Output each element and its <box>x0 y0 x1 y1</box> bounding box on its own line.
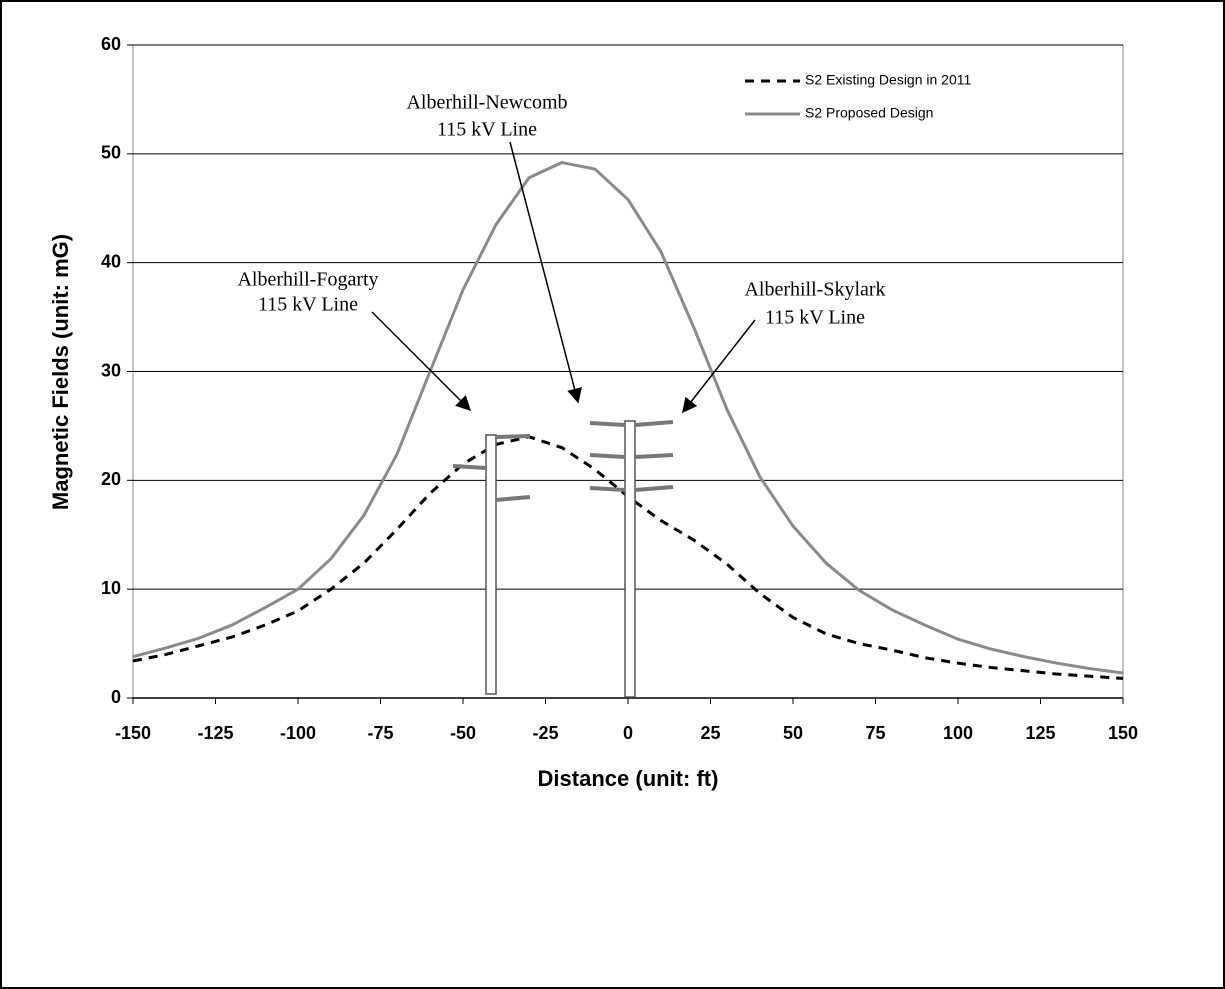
annotation: Alberhill-Fogarty <box>237 269 378 291</box>
y-tick-label: 40 <box>101 251 121 271</box>
x-tick-label: 0 <box>623 723 633 743</box>
x-tick-label: 75 <box>865 723 885 743</box>
y-tick-label: 10 <box>101 578 121 598</box>
annotation-arrows <box>371 141 756 414</box>
y-tick-label: 50 <box>101 143 121 163</box>
legend-label: S2 Existing Design in 2011 <box>805 72 971 88</box>
annotation: 115 kV Line <box>258 294 358 316</box>
x-tick-label: -50 <box>450 723 476 743</box>
y-tick-label: 20 <box>101 469 121 489</box>
x-tick-label: 50 <box>783 723 803 743</box>
pole-illustration <box>452 420 674 698</box>
y-tick-label: 0 <box>111 687 121 707</box>
x-tick-label: 25 <box>700 723 720 743</box>
annotation: 115 kV Line <box>765 307 865 329</box>
x-tick-label: -75 <box>367 723 393 743</box>
annotation: Alberhill-Skylark <box>744 279 885 301</box>
x-tick-label: -100 <box>280 723 316 743</box>
y-axis-label: Magnetic Fields (unit: mG) <box>48 234 73 510</box>
x-tick-label: -25 <box>532 723 558 743</box>
y-tick-label: 60 <box>101 34 121 54</box>
x-tick-label: 150 <box>1108 723 1138 743</box>
x-tick-label: -150 <box>115 723 151 743</box>
y-tick-label: 30 <box>101 360 121 380</box>
legend-label: S2 Proposed Design <box>805 105 933 121</box>
x-tick-label: 125 <box>1025 723 1055 743</box>
x-tick-label: 100 <box>943 723 973 743</box>
annotation: 115 kV Line <box>437 119 537 141</box>
x-axis-label: Distance (unit: ft) <box>538 766 719 791</box>
series-line <box>132 161 1124 675</box>
annotation: Alberhill-Newcomb <box>406 92 567 114</box>
x-tick-label: -125 <box>197 723 233 743</box>
